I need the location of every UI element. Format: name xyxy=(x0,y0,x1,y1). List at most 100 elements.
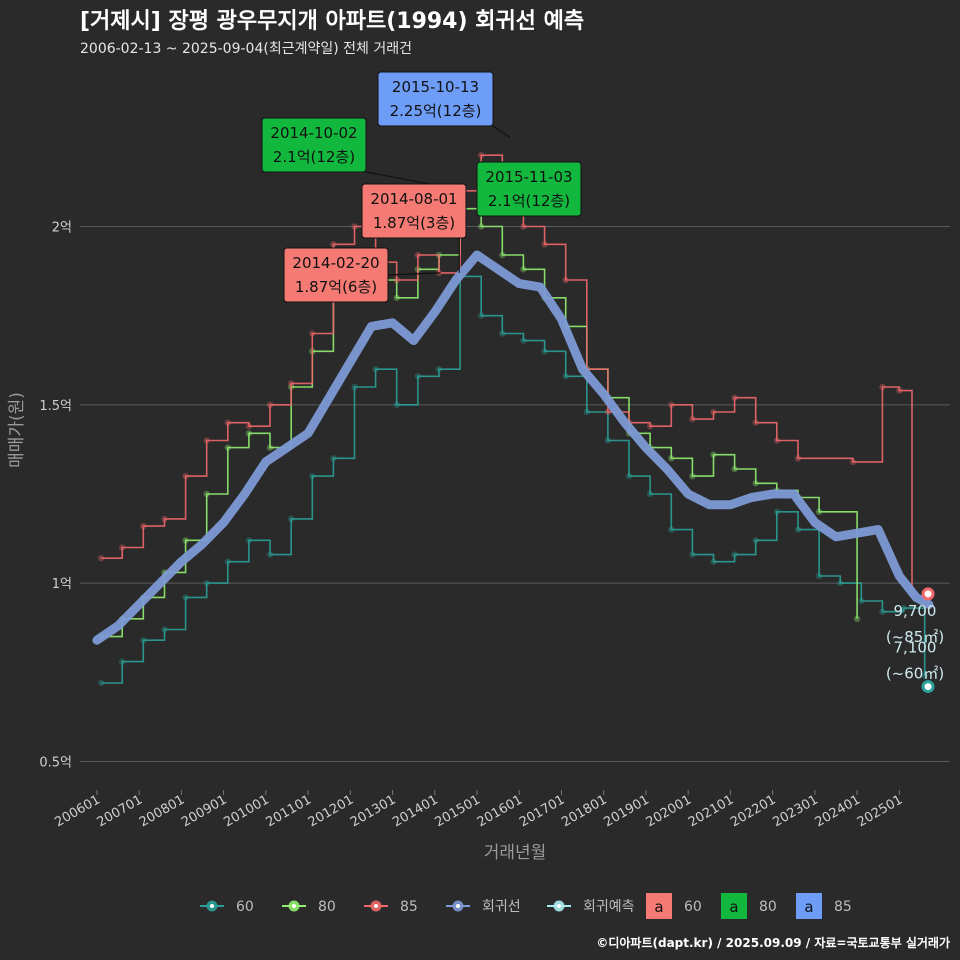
legend-dot-center xyxy=(374,904,378,908)
data-point-85 xyxy=(794,455,802,462)
annotation-date: 2014-10-02 xyxy=(270,124,357,142)
x-tick-label: 202201 xyxy=(728,792,778,830)
data-point-60 xyxy=(710,558,717,565)
annotation-box xyxy=(377,71,494,127)
data-point-85 xyxy=(896,387,903,394)
annotation-value: 2.25억(12층) xyxy=(390,102,482,120)
data-point-80 xyxy=(689,472,696,480)
annotation-value: 1.87억(3층) xyxy=(373,214,455,232)
x-tick-label: 201201 xyxy=(306,792,356,830)
legend-label-80: 80 xyxy=(318,899,336,915)
data-point-60 xyxy=(541,348,548,355)
data-point-60 xyxy=(372,365,379,373)
forecast-point xyxy=(921,587,935,601)
data-point-85 xyxy=(97,554,105,562)
data-point-80 xyxy=(853,615,861,623)
data-point-85 xyxy=(351,223,358,230)
data-point-80 xyxy=(478,223,485,230)
x-tick-label: 201501 xyxy=(433,792,483,830)
data-point-85 xyxy=(752,419,759,426)
data-point-80 xyxy=(668,455,675,462)
data-point-85 xyxy=(182,472,189,480)
annotation-date: 2015-10-13 xyxy=(392,78,479,96)
x-tick-label: 200601 xyxy=(52,792,102,830)
data-point-60 xyxy=(499,330,506,337)
data-point-60 xyxy=(668,526,675,533)
end-label-value: 9,700 xyxy=(894,602,937,620)
data-point-60 xyxy=(858,597,865,605)
annotation-value: 2.1억(12층) xyxy=(488,192,570,210)
legend-box-glyph: a xyxy=(729,898,738,916)
x-tick-label: 201401 xyxy=(390,792,440,830)
data-point-85 xyxy=(203,437,210,444)
legend-box-glyph: a xyxy=(804,898,813,916)
data-point-80 xyxy=(731,465,738,473)
data-point-85 xyxy=(245,423,253,430)
data-point-60 xyxy=(266,551,274,558)
data-point-60 xyxy=(562,373,569,380)
y-tick-label: 2억 xyxy=(52,220,72,235)
data-point-85 xyxy=(140,522,147,530)
data-point-60 xyxy=(330,455,337,462)
data-point-60 xyxy=(836,579,844,587)
data-point-60 xyxy=(625,472,633,480)
data-point-80 xyxy=(815,508,823,516)
data-point-60 xyxy=(520,337,527,344)
data-point-85 xyxy=(562,276,569,284)
data-point-60 xyxy=(646,490,654,498)
annotation-date: 2014-08-01 xyxy=(370,190,457,208)
data-point-60 xyxy=(351,383,358,391)
x-tick-label: 202101 xyxy=(686,792,736,830)
data-point-60 xyxy=(414,373,422,380)
forecast-point xyxy=(921,680,935,694)
data-point-85 xyxy=(520,223,527,230)
y-axis-title: 매매가(원) xyxy=(7,392,27,468)
x-tick-label: 201701 xyxy=(517,792,567,830)
data-point-60 xyxy=(287,515,295,523)
data-point-60 xyxy=(224,558,232,565)
data-point-85 xyxy=(879,383,886,391)
data-point-60 xyxy=(794,526,802,533)
data-point-80 xyxy=(499,251,506,259)
data-point-85 xyxy=(330,241,337,248)
annotation-box xyxy=(261,117,367,173)
series-line-60 xyxy=(101,275,926,684)
legend-dot-center xyxy=(557,904,561,908)
legend-label-60: 60 xyxy=(236,899,254,915)
data-point-60 xyxy=(140,637,147,644)
end-label-area: (~60㎡) xyxy=(886,665,944,683)
annotation-box xyxy=(283,247,389,303)
legend: 60 80 85 회귀선 회귀예측 a 60 a 80 a 85 xyxy=(200,893,852,919)
data-point-60 xyxy=(97,679,105,687)
data-point-85 xyxy=(849,458,857,466)
data-point-60 xyxy=(815,572,823,580)
x-tick-label: 201001 xyxy=(221,792,271,830)
data-point-60 xyxy=(752,537,759,544)
legend-box-80 xyxy=(721,893,747,919)
legend-box-label-60: 60 xyxy=(684,899,702,915)
data-point-60 xyxy=(478,312,485,319)
data-point-60 xyxy=(245,537,253,544)
data-point-80 xyxy=(203,490,210,498)
annotation-leader xyxy=(387,272,441,276)
data-point-85 xyxy=(393,276,400,284)
data-point-80 xyxy=(520,266,527,273)
annotation-value: 2.1억(12층) xyxy=(273,148,355,166)
data-point-60 xyxy=(182,594,189,601)
data-point-60 xyxy=(309,472,316,480)
legend-label-회귀예측: 회귀예측 xyxy=(583,899,635,915)
legend-label-회귀선: 회귀선 xyxy=(482,899,521,915)
data-point-60 xyxy=(689,551,696,558)
annotation-box xyxy=(361,183,467,239)
x-axis-title: 거래년월 xyxy=(484,843,547,863)
data-point-85 xyxy=(541,241,548,248)
data-point-60 xyxy=(604,437,612,444)
annotation-date: 2015-11-03 xyxy=(485,168,572,186)
chart-subtitle: 2006-02-13 ~ 2025-09-04(최근계약일) 전체 거래건 xyxy=(80,41,412,57)
data-point-85 xyxy=(414,251,422,259)
data-point-85 xyxy=(689,415,696,423)
source-caption: ©디아파트(dapt.kr) / 2025.09.09 / 자료=국토교통부 실… xyxy=(596,935,950,950)
legend-label-85: 85 xyxy=(400,899,418,915)
data-point-80 xyxy=(752,480,759,487)
y-tick-label: 1억 xyxy=(52,577,72,592)
